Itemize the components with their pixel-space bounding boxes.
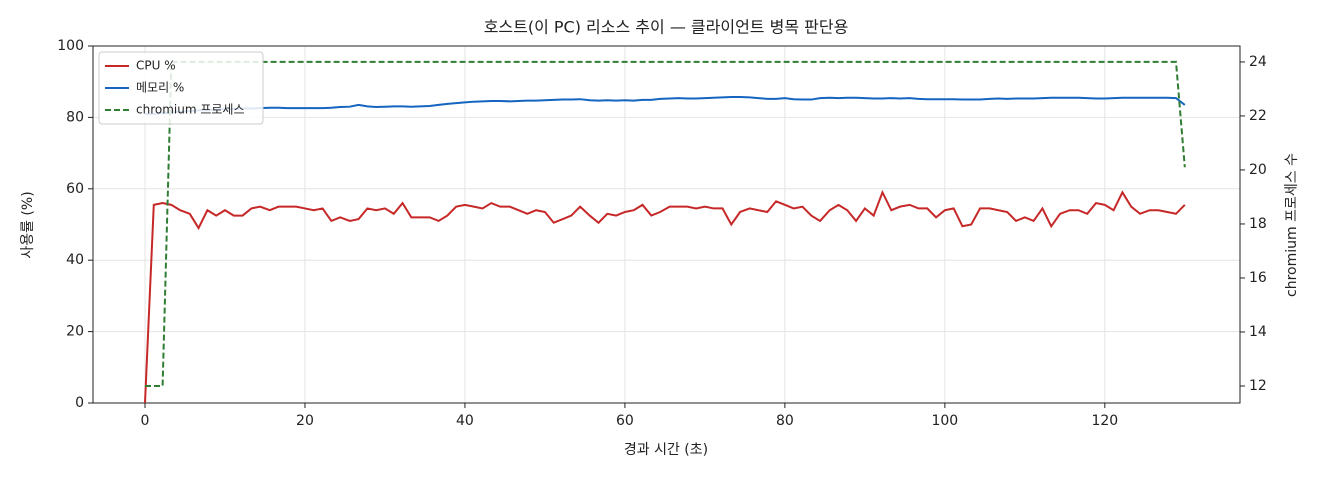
x-tick-label: 120: [1091, 413, 1118, 429]
y-tick-label: 80: [66, 109, 84, 125]
y2-tick-label: 22: [1249, 108, 1267, 124]
data-line: [144, 60, 1186, 387]
y2-tick-label: 18: [1249, 216, 1267, 232]
y2-axis-label: chromium 프로세스 수: [1284, 153, 1300, 297]
y2-tick-label: 16: [1249, 270, 1267, 286]
x-axis-label: 경과 시간 (초): [624, 442, 708, 458]
y-tick-label: 40: [66, 252, 84, 268]
data-line: [143, 189, 1186, 404]
y-tick-label: 100: [57, 38, 84, 54]
legend-label: CPU %: [136, 59, 176, 73]
y2-tick-label: 14: [1249, 324, 1267, 340]
y-tick-label: 20: [66, 324, 84, 340]
y2-tick-label: 20: [1249, 162, 1267, 178]
legend: CPU % 메모리 % chromium 프로세스: [98, 51, 264, 125]
y-axis-label: 사용률 (%): [20, 191, 36, 258]
y2-tick-label: 12: [1249, 378, 1267, 394]
data-line: [144, 96, 1186, 115]
x-tick-label: 60: [616, 413, 634, 429]
x-tick-label: 80: [776, 413, 794, 429]
y-tick-label: 0: [75, 395, 84, 411]
legend-label: 메모리 %: [136, 81, 184, 95]
plot-frame: [92, 45, 1241, 404]
x-tick-label: 0: [141, 413, 150, 429]
x-tick-label: 40: [456, 413, 474, 429]
y2-tick-label: 24: [1249, 54, 1267, 70]
legend-label: chromium 프로세스: [136, 103, 245, 117]
y-tick-label: 60: [66, 181, 84, 197]
x-tick-label: 20: [296, 413, 314, 429]
legend-box: [98, 51, 264, 125]
chart-title: 호스트(이 PC) 리소스 추이 — 클라이언트 병목 판단용: [484, 18, 849, 37]
x-tick-label: 100: [931, 413, 958, 429]
